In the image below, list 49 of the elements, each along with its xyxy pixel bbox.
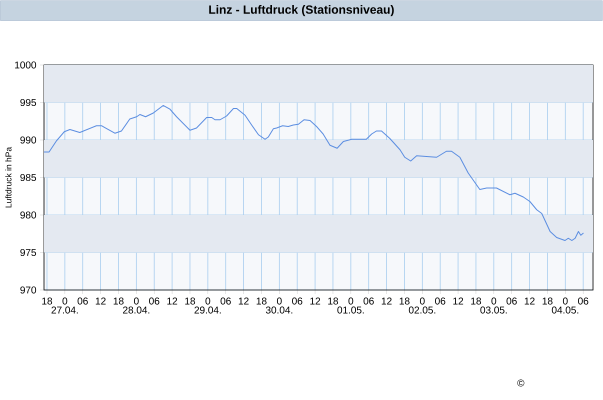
x2-tick-label: 02.05. — [408, 306, 436, 314]
x-tick-label: 18 — [328, 298, 338, 305]
x-tick-label: 0 — [62, 298, 68, 305]
x-tick-label: 18 — [114, 298, 124, 305]
x-tick-label: 12 — [453, 298, 464, 304]
x-tick-label: 12 — [96, 298, 106, 304]
x-tick-label: 0 — [205, 298, 210, 305]
y-tick-label: 990 — [20, 136, 36, 144]
x2-tick-label: 04.05. — [552, 306, 578, 314]
x-tick-label: 06 — [364, 298, 374, 305]
x-tick-label: 12 — [382, 298, 392, 304]
x-tick-label: 12 — [524, 298, 535, 304]
x-tick-label: 0 — [276, 298, 282, 305]
y-tick-label: 970 — [20, 286, 36, 294]
x-tick-label: 0 — [491, 298, 496, 305]
x-tick-label: 12 — [238, 298, 249, 304]
x-tick-label: 12 — [167, 298, 178, 304]
x-tick-label: 06 — [220, 298, 231, 305]
x2-tick-label: 03.05. — [480, 306, 507, 314]
x-tick-label: 0 — [562, 298, 568, 305]
y-tick-label: 1000 — [15, 61, 36, 69]
x-tick-label: 18 — [400, 298, 410, 305]
x2-tick-label: 27.04. — [52, 306, 78, 314]
x2-tick-label: 29.04. — [194, 306, 221, 314]
x-tick-label: 18 — [471, 298, 482, 305]
x-tick-label: 18 — [542, 298, 553, 305]
x2-tick-label: 30.04. — [266, 306, 292, 314]
x-tick-label: 06 — [149, 298, 160, 305]
x-tick-label: 06 — [578, 298, 588, 305]
chart-title: Linz - Luftdruck (Stationsniveau) — [209, 5, 394, 16]
x-tick-label: 06 — [506, 298, 517, 305]
x-tick-label: 0 — [134, 298, 139, 305]
y-tick-label: 995 — [20, 98, 36, 106]
x-tick-label: 18 — [256, 298, 267, 305]
y-tick-label: 985 — [20, 174, 36, 182]
text: © — [517, 379, 524, 387]
x2-tick-label: 01.05. — [337, 306, 364, 314]
x-tick-label: 0 — [348, 298, 354, 305]
y-tick-label: 980 — [20, 211, 36, 219]
x-tick-label: 12 — [310, 298, 320, 304]
x-tick-label: 18 — [42, 298, 52, 305]
x-tick-label: 06 — [292, 298, 302, 305]
x-tick-label: 18 — [185, 298, 196, 305]
y-tick-label: 975 — [20, 248, 36, 256]
x2-tick-label: 28.04. — [123, 306, 150, 314]
x-tick-label: 06 — [78, 298, 88, 305]
y-axis-title: Luftdruck in hPa — [5, 146, 12, 208]
x-tick-label: 06 — [435, 298, 446, 305]
x-tick-label: 0 — [420, 298, 425, 305]
